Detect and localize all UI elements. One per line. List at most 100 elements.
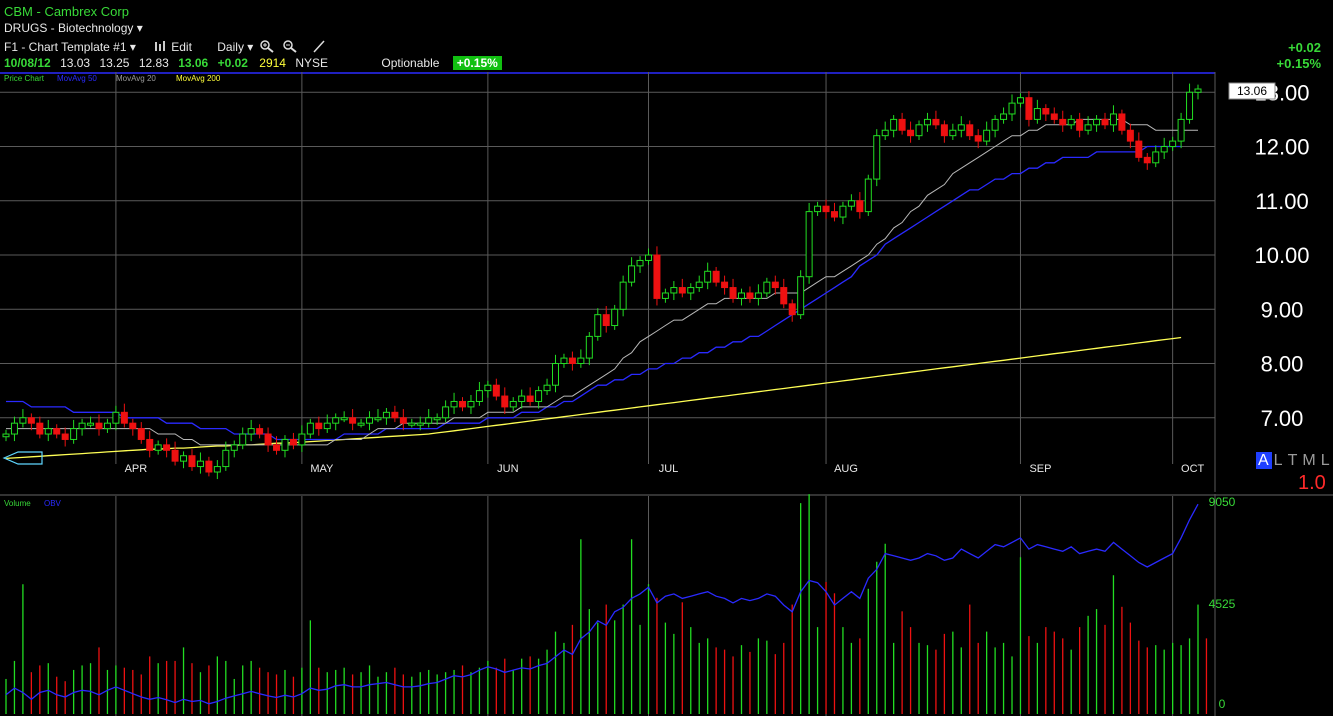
quote-row: 10/08/12 13.03 13.25 12.83 13.06 +0.02 2… [4, 56, 502, 70]
candle-body [450, 400, 458, 408]
candle-body [847, 200, 855, 207]
period-dropdown[interactable]: Daily ▾ [217, 40, 253, 54]
sector-label: DRUGS - Biotechnology [4, 21, 134, 35]
price-tick-label: 12.00 [1254, 135, 1309, 160]
candle-body [433, 417, 441, 421]
candle-body [180, 455, 188, 462]
ma200-legend: MovAvg 200 [176, 74, 221, 83]
optionable-label: Optionable [381, 56, 440, 70]
candle-body [492, 384, 500, 397]
candle-body [298, 433, 306, 446]
ma200-series [5, 336, 1182, 460]
ma50-line [6, 145, 1182, 441]
candle-body [898, 118, 906, 131]
candle-body [87, 422, 95, 426]
pct-change-badge: +0.15% [452, 56, 502, 70]
candle-body [425, 417, 433, 424]
chart-header: CBM - Cambrex Corp DRUGS - Biotechnology… [0, 0, 1333, 72]
volume-tick-label: 9050 [1209, 495, 1236, 509]
template-dropdown[interactable]: F1 - Chart Template #1 ▾ [4, 40, 136, 54]
ma50-series [6, 145, 1182, 441]
price-grid [0, 72, 1216, 492]
candle-body [873, 135, 881, 180]
edit-button[interactable]: Edit [151, 40, 195, 54]
mode-a-button[interactable]: A [1256, 452, 1272, 469]
candle-body [1101, 118, 1109, 126]
sector-dropdown[interactable]: DRUGS - Biotechnology ▾ [4, 21, 143, 35]
zoom-out-icon[interactable] [282, 39, 298, 53]
candle-body [120, 411, 128, 424]
candle-body [805, 211, 813, 278]
candle-body [983, 129, 991, 142]
candle-body [1084, 124, 1092, 131]
candle-body [399, 417, 407, 424]
ma200-line [5, 336, 1182, 460]
candle-body [391, 411, 399, 419]
candle-body [721, 281, 729, 289]
candle-body [484, 384, 492, 392]
month-label: MAY [310, 463, 334, 475]
candle-body [594, 314, 602, 337]
candle-body [1152, 151, 1160, 164]
candle-body [509, 400, 517, 408]
candle-body [2, 433, 10, 438]
candle-body [27, 417, 35, 424]
candle-body [1093, 118, 1101, 126]
candle-body [408, 422, 416, 426]
candle-body [357, 422, 365, 426]
month-label: AUG [834, 463, 858, 475]
month-label: JUN [497, 463, 518, 475]
candle-body [737, 292, 745, 299]
candle-body [1000, 113, 1008, 120]
scale-factor: 1.0 [1298, 472, 1326, 494]
month-label: APR [125, 463, 148, 475]
candle-body [763, 281, 771, 294]
candle-body [535, 390, 543, 402]
candle-body [1016, 97, 1024, 104]
candle-body [1076, 118, 1084, 131]
candle-body [856, 200, 864, 213]
candle-body [70, 428, 78, 440]
candle-body [543, 384, 551, 392]
volume-chart[interactable]: 0 4525 9050 Volume OBV [0, 494, 1333, 716]
mode-t-button[interactable]: T [1287, 452, 1299, 469]
volume-tick-label: 4525 [1209, 597, 1236, 611]
volume-bars [5, 494, 1208, 714]
candle-body [923, 118, 931, 126]
month-label: OCT [1181, 463, 1205, 475]
mode-l-button[interactable]: L [1273, 452, 1284, 469]
price-tag-text: 13.06 [1237, 84, 1267, 98]
candle-body [1194, 88, 1202, 93]
draw-line-icon[interactable] [311, 39, 327, 53]
candle-body [915, 124, 923, 137]
zoom-in-icon[interactable] [259, 39, 275, 53]
candle-body [636, 259, 644, 267]
candle-body [695, 281, 703, 289]
candle-body [44, 428, 52, 435]
volume-legend-label: Volume [4, 499, 31, 508]
candle-body [687, 287, 695, 294]
candle-body [78, 422, 86, 430]
candle-body [602, 314, 610, 327]
scroll-left-arrow[interactable] [2, 451, 43, 465]
candle-body [839, 205, 847, 218]
candle-body [95, 422, 103, 430]
candle-body [273, 444, 281, 451]
price-legend-label: Price Chart [4, 74, 45, 83]
candle-body [188, 455, 196, 468]
candle-body [10, 422, 18, 435]
mode-m-button[interactable]: M [1302, 452, 1317, 469]
quote-volume: 2914 [259, 56, 286, 70]
candle-body [1177, 118, 1185, 142]
candle-body [830, 211, 838, 218]
candle-body [932, 118, 940, 126]
bars-icon [155, 41, 166, 51]
candle-body [907, 129, 915, 137]
quote-high: 13.25 [99, 56, 130, 70]
mode-l2-button[interactable]: L [1320, 452, 1331, 469]
candle-body [230, 444, 238, 451]
candle-body [264, 433, 272, 446]
month-label: SEP [1029, 463, 1051, 475]
candle-body [712, 270, 720, 283]
